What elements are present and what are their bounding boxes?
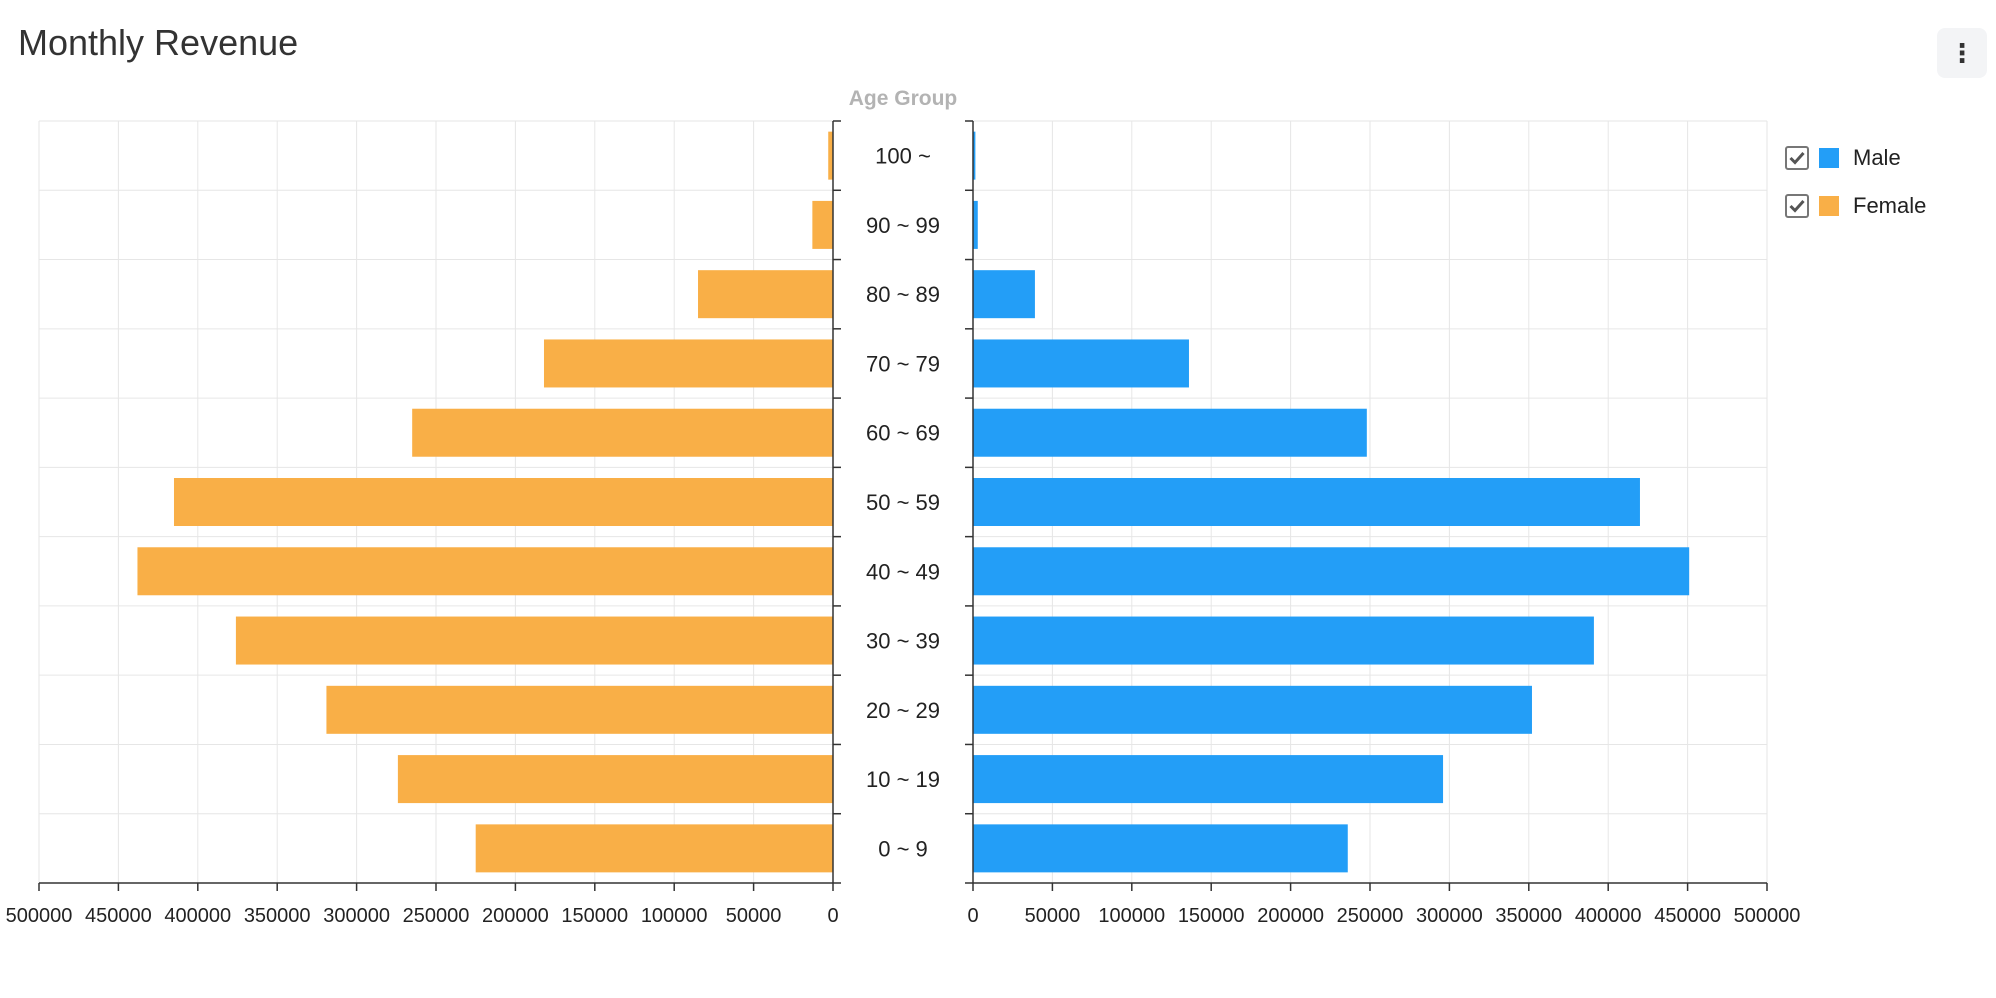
xtick-label-right-4: 200000 [1257, 905, 1324, 927]
female-checkbox[interactable] [1785, 194, 1809, 218]
bar-male-4 [973, 408, 1367, 457]
bar-male-3 [973, 339, 1189, 388]
xtick-label-left-5: 250000 [403, 905, 470, 927]
chart-title: Monthly Revenue [18, 22, 299, 63]
category-label-0: 100 ~ [875, 144, 931, 169]
category-label-8: 20 ~ 29 [866, 698, 940, 723]
center-axis-title: Age Group [849, 87, 958, 110]
bar-male-5 [973, 478, 1640, 526]
xtick-label-left-2: 100000 [641, 905, 708, 927]
category-label-4: 60 ~ 69 [866, 421, 940, 446]
bar-female-6 [137, 547, 833, 596]
xtick-label-right-8: 400000 [1575, 905, 1642, 927]
bar-female-3 [543, 339, 833, 388]
male-swatch [1819, 148, 1839, 168]
bar-male-9 [973, 755, 1444, 804]
kebab-menu-icon[interactable]: ⋮ [1937, 28, 1987, 78]
legend-label-male: Male [1853, 145, 1901, 170]
legend: Male Female [1785, 144, 1926, 240]
category-label-9: 10 ~ 19 [866, 767, 940, 792]
legend-item-male[interactable]: Male [1785, 144, 1926, 172]
xtick-label-left-6: 300000 [323, 905, 390, 927]
xtick-label-right-7: 350000 [1495, 905, 1562, 927]
legend-label-female: Female [1853, 193, 1927, 218]
bar-male-8 [973, 685, 1532, 734]
xtick-label-right-0: 0 [967, 905, 978, 927]
bar-female-1 [812, 200, 833, 249]
xtick-label-left-0: 0 [827, 905, 838, 927]
xtick-label-right-1: 50000 [1025, 905, 1081, 927]
bar-female-5 [173, 478, 834, 526]
bar-female-10 [475, 824, 833, 873]
female-swatch [1819, 196, 1839, 216]
checkmark-icon [1789, 199, 1805, 213]
category-label-7: 30 ~ 39 [866, 629, 940, 654]
xtick-label-right-5: 250000 [1337, 905, 1404, 927]
xtick-label-right-2: 100000 [1098, 905, 1165, 927]
xtick-label-left-4: 200000 [482, 905, 549, 927]
category-label-3: 70 ~ 79 [866, 351, 940, 376]
xtick-label-left-3: 150000 [561, 905, 628, 927]
xtick-label-left-7: 350000 [244, 905, 311, 927]
bar-female-4 [412, 408, 833, 457]
bar-male-0 [973, 131, 976, 180]
category-label-6: 40 ~ 49 [866, 559, 940, 584]
xtick-label-right-9: 450000 [1654, 905, 1721, 927]
bar-male-6 [973, 547, 1690, 596]
category-label-10: 0 ~ 9 [878, 836, 928, 861]
xtick-label-right-3: 150000 [1178, 905, 1245, 927]
xtick-label-right-10: 500000 [1734, 905, 1801, 927]
xtick-label-left-1: 50000 [726, 905, 782, 927]
bar-male-10 [973, 824, 1348, 873]
category-label-1: 90 ~ 99 [866, 213, 940, 238]
bar-female-2 [698, 270, 833, 319]
more-options-icon: ⋮ [1949, 38, 1975, 68]
bar-male-2 [973, 270, 1035, 319]
category-label-2: 80 ~ 89 [866, 282, 940, 307]
checkmark-icon [1789, 151, 1805, 165]
bar-female-7 [235, 616, 834, 665]
bar-male-1 [973, 200, 978, 249]
bar-female-9 [397, 755, 833, 804]
category-label-5: 50 ~ 59 [866, 490, 940, 515]
xtick-label-left-9: 450000 [85, 905, 152, 927]
male-checkbox[interactable] [1785, 146, 1809, 170]
xtick-label-left-10: 500000 [6, 905, 73, 927]
xtick-label-right-6: 300000 [1416, 905, 1483, 927]
bar-female-0 [828, 131, 833, 180]
bar-female-8 [326, 685, 833, 734]
bar-male-7 [973, 616, 1594, 665]
xtick-label-left-8: 400000 [164, 905, 231, 927]
legend-item-female[interactable]: Female [1785, 192, 1926, 220]
